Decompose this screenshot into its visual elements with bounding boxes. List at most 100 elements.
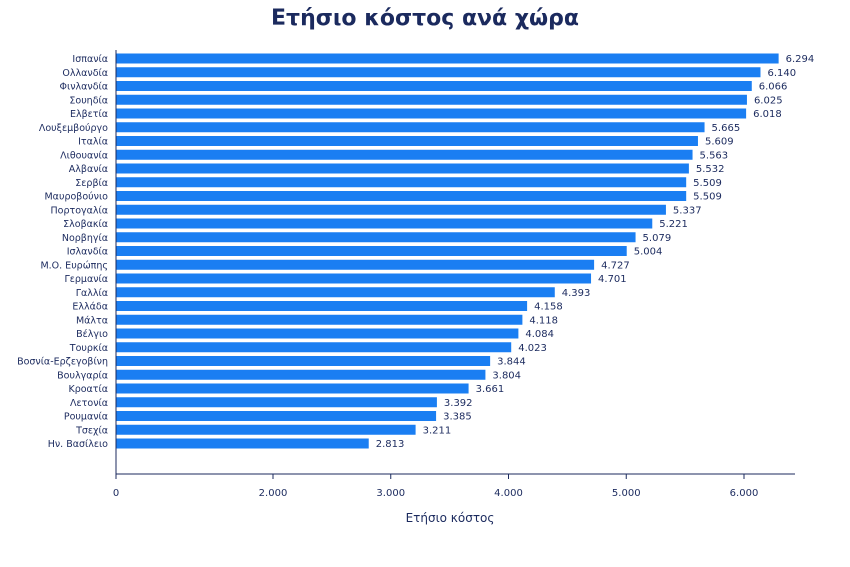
chart-title: Ετήσιο κόστος ανά χώρα xyxy=(271,6,579,31)
category-label: Ρουμανία xyxy=(64,412,108,423)
category-label: Μάλτα xyxy=(76,315,108,326)
x-tick-label: 3.000 xyxy=(376,488,405,499)
x-tick-label: 2.000 xyxy=(259,488,288,499)
value-label: 5.563 xyxy=(700,150,729,161)
bar xyxy=(116,163,689,174)
category-label: Αλβανία xyxy=(69,164,108,175)
category-label: Ην. Βασίλειο xyxy=(48,439,108,450)
category-label: Φινλανδία xyxy=(60,82,108,93)
bar xyxy=(116,287,555,298)
bar xyxy=(116,397,437,408)
value-label: 4.084 xyxy=(525,329,554,340)
bar xyxy=(116,411,437,421)
bar xyxy=(116,94,747,105)
value-label: 3.661 xyxy=(476,384,505,395)
category-label: Κροατία xyxy=(68,384,108,395)
value-label: 4.158 xyxy=(534,302,563,313)
category-label: Σουηδία xyxy=(69,95,108,106)
bar xyxy=(116,122,705,133)
value-label: 6.294 xyxy=(786,54,815,65)
category-label: Σερβία xyxy=(75,178,108,189)
category-label: Ισλανδία xyxy=(67,247,108,258)
bar xyxy=(116,369,486,380)
value-label: 6.140 xyxy=(767,68,796,79)
bar xyxy=(116,301,528,311)
category-label: Λουξεμβούργο xyxy=(39,123,108,134)
value-label: 5.337 xyxy=(673,205,702,216)
category-label: Μ.Ο. Ευρώπης xyxy=(40,260,108,271)
value-label: 5.532 xyxy=(696,164,725,175)
bar xyxy=(116,218,653,229)
bar xyxy=(116,383,469,394)
bar xyxy=(116,136,698,146)
category-label: Λετονία xyxy=(70,398,108,409)
category-label: Βουλγαρία xyxy=(57,370,108,381)
value-label: 5.509 xyxy=(693,192,722,203)
bar xyxy=(116,53,779,64)
x-axis-title: Ετήσιο κόστος xyxy=(406,511,495,525)
value-label: 6.066 xyxy=(759,82,788,93)
value-label: 4.118 xyxy=(529,315,558,326)
x-tick-label: 5.000 xyxy=(612,488,641,499)
value-label: 4.727 xyxy=(601,260,630,271)
bar xyxy=(116,259,595,270)
bar xyxy=(116,438,369,449)
value-label: 4.393 xyxy=(562,288,591,299)
value-labels: 6.294 6.140 6.066 6.025 6.018 5.665 5.609 5.563… xyxy=(376,54,815,450)
value-label: 5.509 xyxy=(693,178,722,189)
value-label: 3.211 xyxy=(423,425,452,436)
bar xyxy=(116,328,519,339)
value-label: 5.665 xyxy=(712,123,741,134)
value-label: 3.385 xyxy=(443,412,472,423)
category-label: Γαλλία xyxy=(76,288,108,299)
bar xyxy=(116,246,627,256)
bar xyxy=(116,67,761,78)
value-label: 3.844 xyxy=(497,357,526,368)
category-label: Βοσνία-Ερζεγοβίνη xyxy=(17,357,108,368)
bar xyxy=(116,342,512,353)
category-label: Ελλάδα xyxy=(72,302,108,313)
value-label: 6.025 xyxy=(754,95,783,106)
category-label: Μαυροβούνιο xyxy=(44,192,108,203)
value-label: 3.392 xyxy=(444,398,473,409)
bar xyxy=(116,356,491,366)
x-tick-label: 6.000 xyxy=(730,488,759,499)
category-label: Τουρκία xyxy=(69,343,108,354)
value-label: 5.079 xyxy=(643,233,672,244)
x-tick-label: 4.000 xyxy=(494,488,523,499)
category-label: Ελβετία xyxy=(70,109,108,120)
bar xyxy=(116,108,747,119)
value-label: 5.004 xyxy=(634,247,663,258)
bar xyxy=(116,191,687,201)
category-label: Νορβηγία xyxy=(62,233,108,244)
value-label: 3.804 xyxy=(492,370,521,381)
bar xyxy=(116,232,636,243)
bars-group xyxy=(116,53,779,449)
bar xyxy=(116,204,666,215)
category-label: Σλοβακία xyxy=(63,219,108,230)
value-label: 5.609 xyxy=(705,137,734,148)
value-label: 6.018 xyxy=(753,109,782,120)
bar xyxy=(116,149,693,160)
x-axis-ticks: 0 2.000 3.000 4.000 5.000 6.000 xyxy=(113,474,759,499)
category-label: Πορτογαλία xyxy=(50,205,108,216)
value-label: 2.813 xyxy=(376,439,405,450)
bar xyxy=(116,81,752,91)
category-label: Τσεχία xyxy=(75,425,108,436)
x-tick-label: 0 xyxy=(113,488,119,499)
category-labels: Ισπανία Ολλανδία Φινλανδία Σουηδία Ελβετία Λο… xyxy=(17,54,108,450)
bar xyxy=(116,273,592,284)
value-label: 5.221 xyxy=(659,219,688,230)
category-label: Ισπανία xyxy=(72,54,108,65)
category-label: Λιθουανία xyxy=(60,150,108,161)
bar xyxy=(116,177,687,188)
bar xyxy=(116,314,523,325)
bar xyxy=(116,424,416,435)
value-label: 4.701 xyxy=(598,274,627,285)
value-label: 4.023 xyxy=(518,343,547,354)
category-label: Ολλανδία xyxy=(62,68,108,79)
category-label: Γερμανία xyxy=(64,274,108,285)
category-label: Ιταλία xyxy=(78,137,108,148)
category-label: Βέλγιο xyxy=(76,329,108,340)
